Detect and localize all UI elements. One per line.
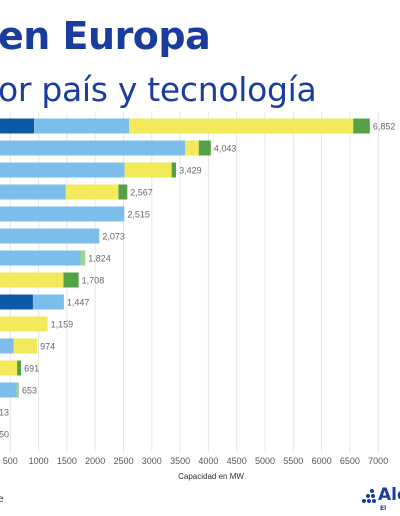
logo-dots-icon <box>362 489 376 503</box>
bars <box>0 118 370 398</box>
bar-segment-light-blue <box>0 338 14 354</box>
bar-value-label: 3,429 <box>179 166 202 176</box>
bar-segment-light-blue <box>0 228 100 244</box>
bar-segment-light-green <box>80 250 86 266</box>
bar-segment-yellow <box>185 140 199 156</box>
bar-segment-yellow <box>0 272 64 288</box>
bar-value-label: 4,043 <box>214 144 237 154</box>
x-tick-label: 4500 <box>227 456 247 466</box>
bar-segment-light-blue <box>32 294 64 310</box>
x-tick-label: 1500 <box>57 456 77 466</box>
value-labels: 6,852 4,043 3,429 2,567 2,515 2,073 1,824 1,708… <box>0 122 395 440</box>
bar-value-label: 653 <box>22 386 37 396</box>
footer-text: e <box>0 494 4 505</box>
bar-value-label: 2,567 <box>130 188 153 198</box>
bar-segment-green <box>118 184 128 200</box>
bar-segment-green <box>171 162 177 178</box>
bar-value-label: 6,852 <box>373 122 396 132</box>
bar-value-label: 1,159 <box>51 320 74 330</box>
x-tick-label: 3000 <box>142 456 162 466</box>
x-tick-label: 2500 <box>113 456 133 466</box>
x-tick-label: 4000 <box>198 456 218 466</box>
bar-value-label: 2,515 <box>127 210 150 220</box>
logo-subtext: El <box>380 505 387 512</box>
bar-value-label: 1,708 <box>82 276 105 286</box>
chart-subtitle: or país y tecnología <box>0 70 317 109</box>
bar-segment-light-blue <box>0 140 186 156</box>
bar-segment-yellow <box>124 162 172 178</box>
x-tick-label: 500 <box>3 456 18 466</box>
bar-segment-green <box>353 118 370 134</box>
bar-value-label: 691 <box>24 364 39 374</box>
bar-value-label: 50 <box>0 430 9 440</box>
bar-segment-yellow <box>65 184 119 200</box>
bar-segment-light-blue <box>0 184 66 200</box>
x-tick-label: 6000 <box>312 456 332 466</box>
bar-segment-light-green <box>16 382 19 398</box>
bar-segment-light-blue <box>0 250 81 266</box>
bar-value-label: 974 <box>40 342 55 352</box>
bar-segment-dark-blue <box>0 294 33 310</box>
bar-segment-green <box>17 360 22 376</box>
bar-segment-yellow <box>13 338 38 354</box>
brand-logo: Ale El <box>362 485 400 512</box>
x-axis-ticks: 500 1000 1500 2000 2500 3000 3500 4000 4500 5000 5… <box>3 456 388 466</box>
x-axis-label: Capacidad en MW <box>178 472 244 481</box>
bar-value-label: 1,447 <box>67 298 90 308</box>
x-tick-label: 5500 <box>283 456 303 466</box>
x-tick-label: 2000 <box>85 456 105 466</box>
bar-segment-yellow <box>129 118 354 134</box>
bar-segment-light-blue <box>0 382 17 398</box>
logo-text: Ale <box>378 485 400 505</box>
bar-value-label: 1,824 <box>88 254 111 264</box>
bar-value-label: 2,073 <box>102 232 125 242</box>
bar-segment-green <box>63 272 79 288</box>
x-tick-label: 6500 <box>340 456 360 466</box>
x-tick-label: 3500 <box>170 456 190 466</box>
x-tick-label: 1000 <box>29 456 49 466</box>
bar-segment-light-blue <box>34 118 130 134</box>
x-tick-label: 5000 <box>255 456 275 466</box>
bar-segment-green <box>198 140 211 156</box>
bar-segment-light-blue <box>0 162 125 178</box>
x-tick-label: 7000 <box>368 456 388 466</box>
bar-segment-yellow <box>0 360 18 376</box>
bar-segment-light-blue <box>0 206 125 222</box>
chart-title: en Europa <box>0 14 211 58</box>
bar-segment-yellow <box>0 316 48 332</box>
bar-value-label: 13 <box>0 408 9 418</box>
bar-segment-dark-blue <box>0 118 35 134</box>
